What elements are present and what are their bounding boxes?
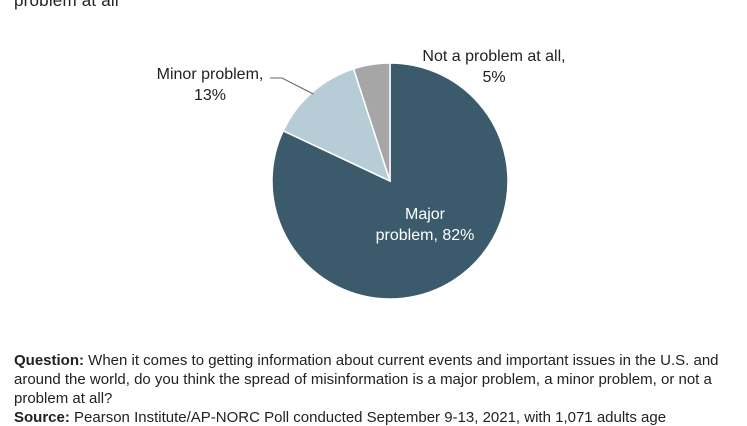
slice-label-minor-line2: 13% [194,87,226,104]
question-text: When it comes to getting information abo… [14,352,719,407]
source-label: Source: [14,409,70,426]
leader-line-minor [270,77,314,95]
source-note: Source: Pearson Institute/AP-NORC Poll c… [14,408,739,426]
slice-label-none-line1: Not a problem at all, [422,48,565,65]
question-note: Question: When it comes to getting infor… [14,351,739,408]
pie-slices [271,62,509,300]
pie-slice-major [271,62,509,300]
slice-label-major-line2: problem, 82% [376,227,475,244]
slice-label-minor-line1: Minor problem, [157,66,264,83]
source-text: Pearson Institute/AP-NORC Poll conducted… [69,409,667,426]
pie-slice-minor [282,67,392,183]
slice-labels: Major problem, 82% Minor problem, 13% No… [157,48,566,244]
pie-slice-none [352,62,391,182]
slice-label-major-line1: Major [405,206,446,223]
pie-chart: Major problem, 82% Minor problem, 13% No… [157,48,566,300]
question-label: Question: [14,352,84,369]
label-leader-lines [270,77,314,95]
slice-label-none-line2: 5% [482,69,505,86]
chart-title-fragment: problem at all [14,0,119,10]
